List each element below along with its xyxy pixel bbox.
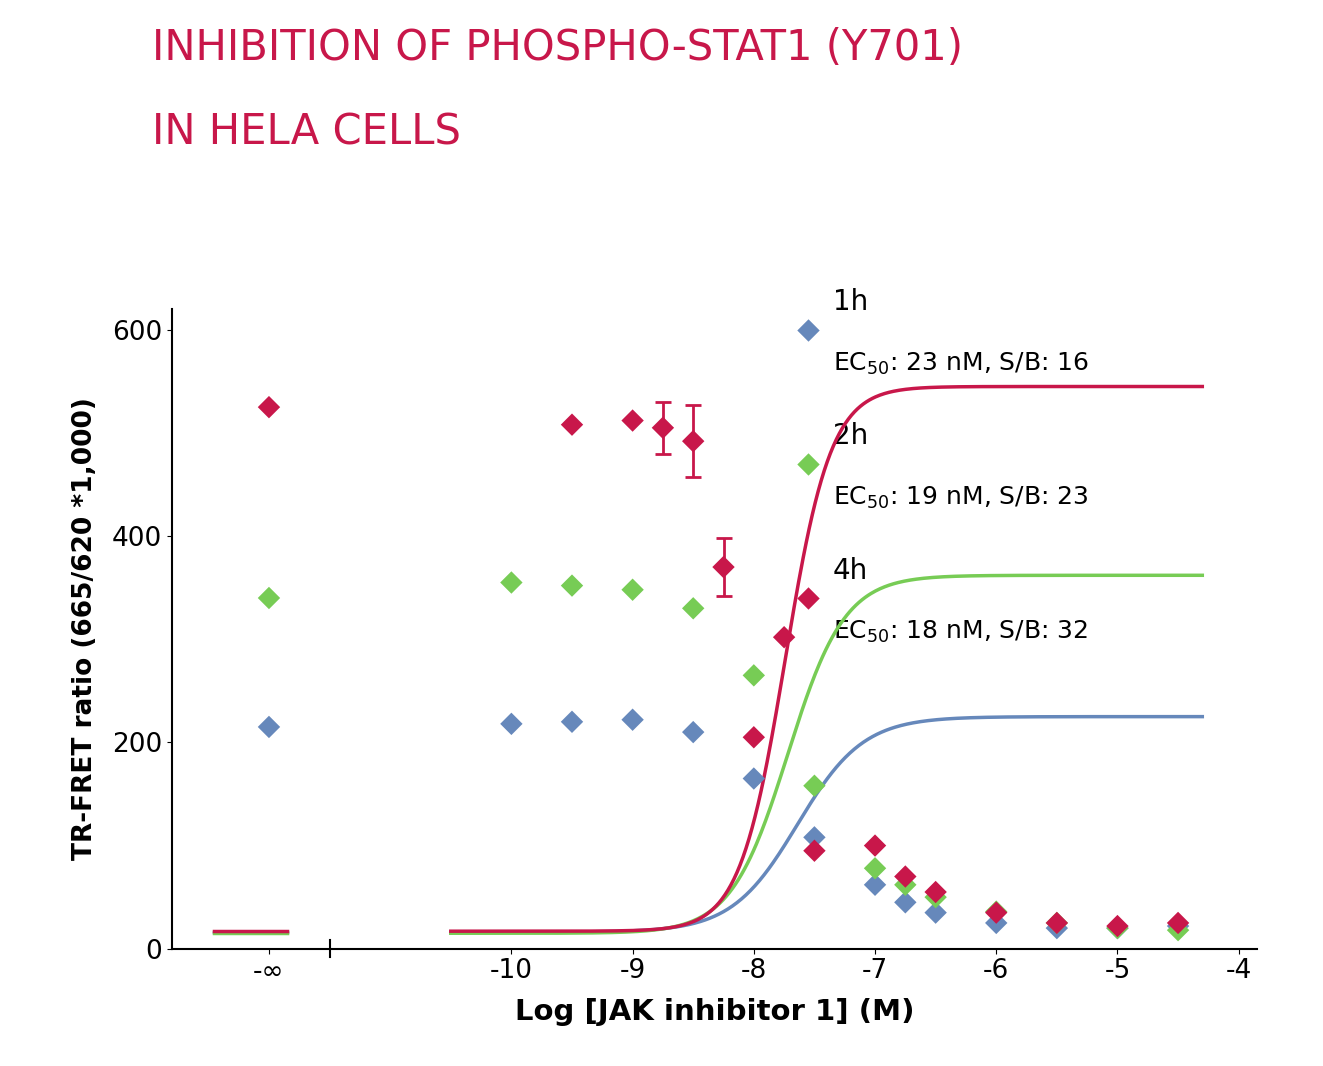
Point bbox=[683, 433, 704, 450]
Point bbox=[798, 455, 819, 472]
Point bbox=[561, 416, 582, 433]
Point bbox=[683, 724, 704, 741]
Point bbox=[258, 399, 279, 416]
Text: EC$_{50}$: 18 nM, S/B: 32: EC$_{50}$: 18 nM, S/B: 32 bbox=[832, 618, 1088, 645]
Text: INHIBITION OF PHOSPHO-STAT1 (Y701): INHIBITION OF PHOSPHO-STAT1 (Y701) bbox=[152, 27, 963, 68]
Point bbox=[501, 574, 523, 591]
Point bbox=[798, 589, 819, 607]
X-axis label: Log [JAK inhibitor 1] (M): Log [JAK inhibitor 1] (M) bbox=[515, 999, 914, 1027]
Point bbox=[622, 413, 643, 430]
Point bbox=[652, 419, 673, 436]
Point bbox=[894, 868, 916, 885]
Point bbox=[1107, 918, 1129, 935]
Point bbox=[622, 711, 643, 728]
Text: 1h: 1h bbox=[832, 289, 868, 317]
Point bbox=[925, 884, 946, 901]
Point bbox=[1107, 920, 1129, 937]
Point bbox=[622, 581, 643, 598]
Point bbox=[986, 903, 1007, 920]
Text: EC$_{50}$: 23 nM, S/B: 16: EC$_{50}$: 23 nM, S/B: 16 bbox=[832, 351, 1089, 376]
Point bbox=[798, 321, 819, 338]
Text: 2h: 2h bbox=[832, 422, 868, 451]
Point bbox=[258, 589, 279, 607]
Point bbox=[774, 629, 795, 646]
Point bbox=[1046, 915, 1068, 932]
Point bbox=[1046, 920, 1068, 937]
Point bbox=[744, 729, 765, 746]
Point bbox=[561, 577, 582, 594]
Point bbox=[683, 600, 704, 617]
Point bbox=[986, 915, 1007, 932]
Point bbox=[1046, 915, 1068, 932]
Point bbox=[744, 667, 765, 684]
Point bbox=[1107, 920, 1129, 937]
Point bbox=[744, 770, 765, 787]
Point bbox=[1167, 915, 1188, 932]
Point bbox=[713, 559, 734, 576]
Point bbox=[894, 893, 916, 910]
Point bbox=[986, 904, 1007, 921]
Text: EC$_{50}$: 19 nM, S/B: 23: EC$_{50}$: 19 nM, S/B: 23 bbox=[832, 485, 1088, 511]
Point bbox=[804, 842, 826, 859]
Text: IN HELA CELLS: IN HELA CELLS bbox=[152, 112, 462, 154]
Y-axis label: TR-FRET ratio (665/620 *1,000): TR-FRET ratio (665/620 *1,000) bbox=[73, 398, 98, 860]
Point bbox=[1167, 922, 1188, 939]
Point bbox=[864, 860, 885, 877]
Point bbox=[804, 777, 826, 794]
Point bbox=[894, 876, 916, 893]
Point bbox=[925, 889, 946, 906]
Point bbox=[864, 876, 885, 893]
Point bbox=[804, 828, 826, 845]
Point bbox=[925, 904, 946, 921]
Point bbox=[1167, 918, 1188, 935]
Point bbox=[561, 713, 582, 730]
Text: 4h: 4h bbox=[832, 556, 868, 584]
Point bbox=[258, 718, 279, 736]
Point bbox=[864, 837, 885, 854]
Point bbox=[501, 715, 523, 732]
